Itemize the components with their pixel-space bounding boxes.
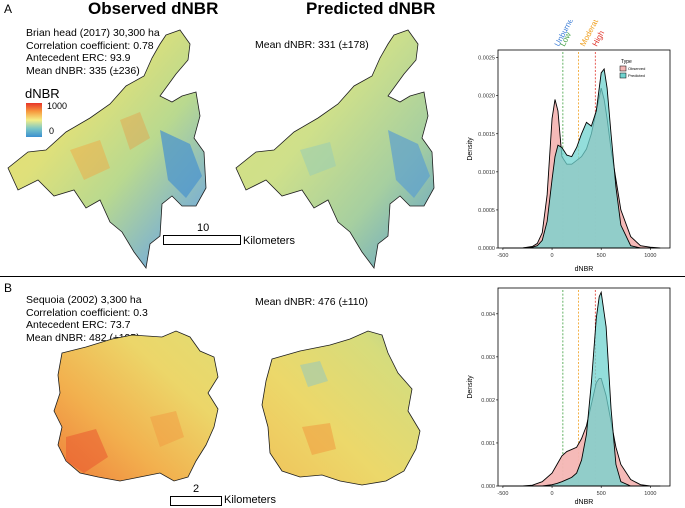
- x-tick-label: 0: [551, 491, 554, 497]
- y-tick-label: 0.000: [481, 484, 495, 490]
- density-chart-b: -500 0 500 1000 0.000 0.001 0.002 0.003 0.004 dN…: [467, 287, 671, 506]
- predicted-map-b: [261, 330, 421, 486]
- chart-b-xlabel: dNBR: [575, 499, 594, 506]
- observed-map-b: [53, 330, 219, 482]
- scale-unit-a: Kilometers: [243, 235, 295, 247]
- colorbar: [26, 103, 42, 137]
- chart-a-legend-title: Type: [621, 59, 632, 65]
- x-tick-label: 500: [597, 491, 606, 497]
- y-tick-label: 0.0015: [478, 132, 495, 138]
- fire-name-b: Sequoia (2002) 3,300 ha: [26, 294, 142, 306]
- x-tick-label: -500: [497, 491, 508, 497]
- observed-map-a: [7, 29, 207, 269]
- y-tick-label: 0.0005: [478, 208, 495, 214]
- x-tick-label: 1000: [644, 253, 656, 259]
- panel-a-letter: A: [4, 2, 13, 16]
- correlation-text: Correlation coefficient: 0.78: [26, 39, 154, 52]
- x-tick-label: -500: [497, 253, 508, 259]
- correlation-text-b: Correlation coefficient: 0.3: [26, 306, 148, 319]
- scale-unit-b: Kilometers: [224, 494, 276, 506]
- y-tick-label: 0.0020: [478, 94, 495, 100]
- predicted-map-a: [235, 29, 435, 269]
- chart-a-ylabel: Density: [467, 137, 474, 161]
- panel-divider: [0, 276, 685, 277]
- predicted-mean-b: Mean dNBR: 476 (±110): [255, 296, 368, 308]
- y-tick-label: 0.0025: [478, 56, 495, 62]
- y-tick-label: 0.0000: [478, 246, 495, 252]
- x-tick-label: 0: [551, 253, 554, 259]
- y-tick-label: 0.002: [481, 398, 495, 404]
- chart-a-legend-predicted: Predicted: [628, 73, 645, 78]
- scale-bar-a: [163, 235, 241, 245]
- y-tick-label: 0.003: [481, 355, 495, 361]
- predicted-heading: Predicted dNBR: [306, 0, 436, 18]
- panel-b-info: Sequoia (2002) 3,300 ha Correlation coef…: [26, 294, 148, 344]
- chart-a-legend-predicted-swatch: [619, 72, 627, 79]
- observed-mean-text: Mean dNBR: 335 (±236): [26, 64, 140, 77]
- x-tick-label: 1000: [644, 491, 656, 497]
- panel-b-letter: B: [4, 281, 13, 295]
- x-tick-label: 500: [597, 253, 606, 259]
- chart-b-ylabel: Density: [467, 375, 474, 399]
- scale-value-b: 2: [193, 483, 200, 495]
- y-tick-label: 0.001: [481, 441, 495, 447]
- density-area-predicted: [502, 67, 661, 249]
- chart-a-xlabel: dNBR: [575, 266, 594, 273]
- colorbar-max-label: 1000: [47, 101, 68, 111]
- chart-a-legend-observed-swatch: [619, 65, 627, 72]
- y-tick-label: 0.0010: [478, 170, 495, 176]
- colorbar-title: dNBR: [25, 86, 60, 101]
- fire-name: Brian head (2017) 30,300 ha: [26, 27, 160, 39]
- chart-a-legend-observed: Observed: [628, 66, 645, 71]
- scale-value-a: 10: [197, 222, 210, 234]
- colorbar-min-label: 0: [49, 126, 55, 136]
- panel-a-maps: [7, 29, 435, 269]
- predicted-mean-a: Mean dNBR: 331 (±178): [255, 39, 369, 51]
- density-chart-a: -500 0 500 1000 0.0000 0.0005 0.0010 0.0015 0.00…: [467, 20, 671, 273]
- panel-b-maps: [53, 330, 421, 486]
- erc-text-b: Antecedent ERC: 73.7: [26, 319, 131, 332]
- scale-bar-b: [170, 496, 222, 506]
- observed-heading: Observed dNBR: [88, 0, 219, 18]
- density-area-predicted: [502, 290, 661, 487]
- erc-text: Antecedent ERC: 93.9: [26, 52, 131, 65]
- chart-a-legend: Type Observed Predicted: [619, 59, 645, 79]
- y-tick-label: 0.004: [481, 312, 495, 318]
- panel-a-info: Brian head (2017) 30,300 ha Correlation …: [26, 27, 160, 77]
